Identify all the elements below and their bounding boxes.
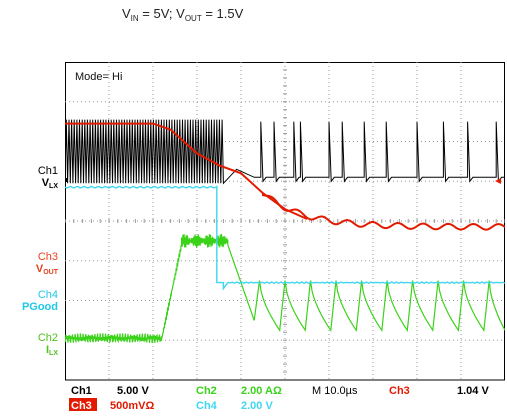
status-ch3: Ch3: [71, 400, 92, 412]
conditions-header: VIN = 5V; VOUT = 1.5V: [0, 0, 507, 60]
status-trigger-level: 1.04 V: [457, 385, 489, 397]
ch2-label: Ch2 ILX: [37, 332, 58, 357]
status-trigger-ch: Ch3: [389, 385, 410, 397]
status-ch4-scale: 2.00 V: [241, 400, 273, 412]
status-timebase: M 10.0µs: [312, 385, 358, 397]
ch1-trace: [64, 119, 505, 185]
status-ch2-scale: 2.00 AΩ: [241, 385, 282, 397]
status-ch3-scale: 500mVΩ: [110, 400, 154, 412]
mode-label: Mode= Hi: [75, 71, 122, 83]
trigger-marker-icon: [495, 178, 501, 184]
status-ch1: Ch1: [71, 385, 92, 397]
ch3-trace-tail: [262, 193, 506, 231]
scope-plot: Mode= Hi Ch1 5.00 V Ch2 2.00 AΩ M 10.0µs…: [61, 61, 506, 413]
ch1-ground-marker: [61, 178, 67, 182]
status-bar: Ch1 5.00 V Ch2 2.00 AΩ M 10.0µs Ch3 1.04…: [65, 379, 505, 412]
ch3-label: Ch3 VOUT: [35, 251, 58, 276]
conditions-text: VIN = 5V; VOUT = 1.5V: [122, 6, 244, 23]
status-ch4: Ch4: [196, 400, 218, 412]
traces: [64, 119, 506, 344]
graticule: [64, 61, 506, 381]
ch1-label: Ch1 VLX: [37, 165, 58, 190]
oscilloscope-screen: Mode= Hi Ch1 5.00 V Ch2 2.00 AΩ M 10.0µs…: [61, 61, 506, 413]
status-ch2: Ch2: [196, 385, 217, 397]
status-ch1-scale: 5.00 V: [117, 385, 149, 397]
ch2-trace: [64, 233, 506, 344]
ch4-label: Ch4 PGood: [21, 289, 58, 313]
ch4-trace: [64, 185, 506, 291]
